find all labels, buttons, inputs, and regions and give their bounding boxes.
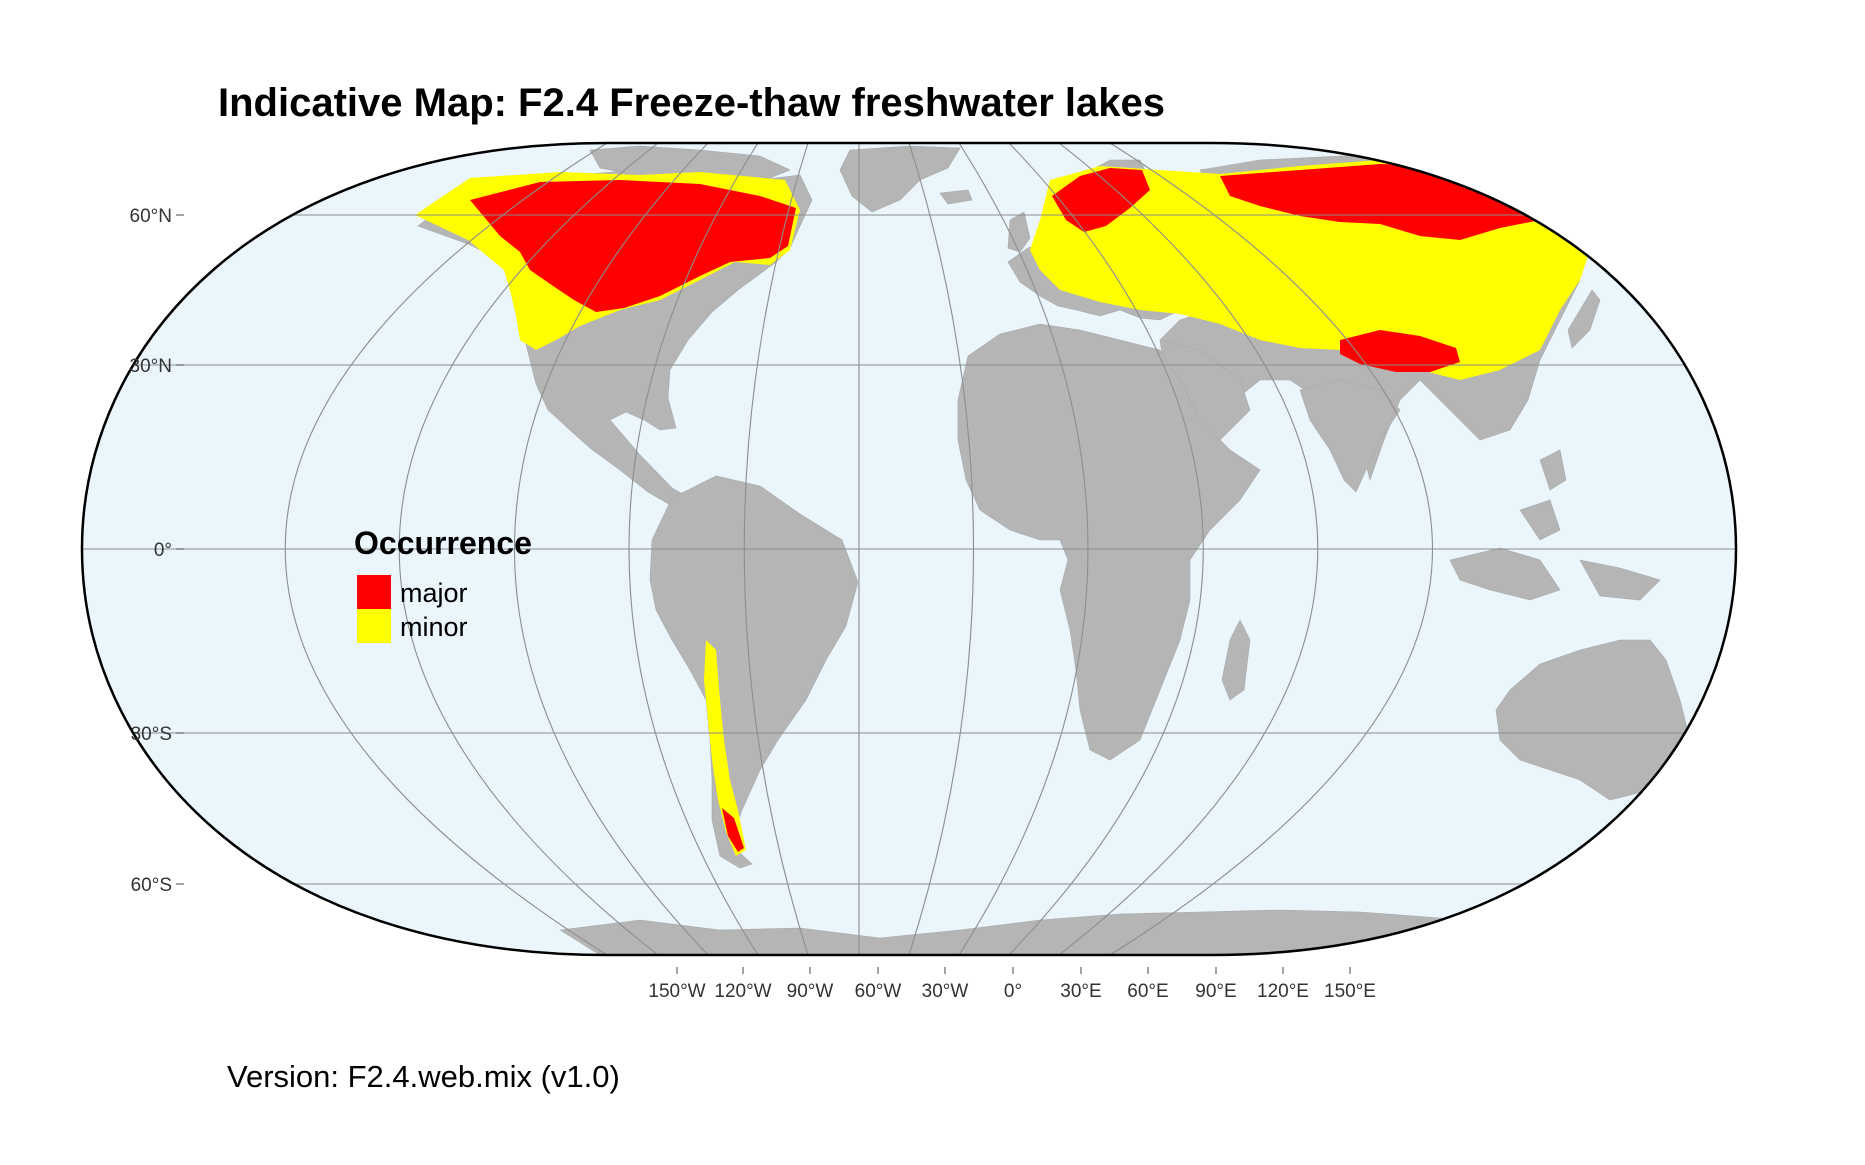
minor-region-andes [704, 640, 746, 856]
lat-tick-label: 60°N [130, 206, 172, 227]
legend-swatch-minor [357, 609, 391, 643]
great-britain [1007, 211, 1031, 253]
major-region-scandinavia [1052, 168, 1150, 232]
lon-tick-label: 30°W [922, 981, 969, 1002]
south-america [649, 475, 859, 869]
meridian-30e [908, 143, 974, 955]
meridian-30w [743, 143, 809, 955]
meridian-60w [628, 143, 759, 955]
greenland [839, 145, 961, 213]
meridian-60e [958, 143, 1089, 955]
legend-swatch-major [357, 575, 391, 609]
meridian-150e [1109, 143, 1434, 955]
minor-region-new-zealand [1686, 806, 1708, 822]
legend-label-minor: minor [400, 612, 468, 642]
meridian-120w [398, 143, 659, 955]
meridian-120e [1058, 143, 1319, 955]
madagascar [1221, 619, 1251, 701]
lon-tick-label: 90°E [1195, 981, 1236, 1002]
lon-tick-label: 60°W [855, 981, 902, 1002]
lon-tick-label: 150°W [648, 981, 705, 1002]
map-title: Indicative Map: F2.4 Freeze-thaw freshwa… [218, 81, 1165, 125]
lat-tick-label: 0° [154, 540, 172, 561]
major-region-tibet [1340, 330, 1460, 372]
lon-tick-label: 90°W [787, 981, 834, 1002]
lon-tick-label: 30°E [1060, 981, 1101, 1002]
africa [957, 323, 1261, 761]
lon-tick-label: 120°W [714, 981, 771, 1002]
version-label: Version: F2.4.web.mix (v1.0) [227, 1059, 620, 1094]
new-zealand [1699, 769, 1736, 831]
legend: Occurrence major minor [354, 525, 532, 643]
latitude-axis: 60°N 30°N 0° 30°S 60°S [130, 206, 184, 896]
lat-tick-label: 30°S [131, 724, 172, 745]
southeast-asia-islands [1449, 449, 1661, 601]
meridian-90w [513, 143, 709, 955]
map-frame [80, 141, 1738, 957]
india [1299, 379, 1401, 493]
major-region-north-america [470, 180, 796, 312]
legend-label-major: major [400, 578, 468, 608]
lon-tick-label: 0° [1004, 981, 1022, 1002]
lat-tick-label: 30°N [130, 356, 172, 377]
meridian-90e [1008, 143, 1204, 955]
major-region-patagonia [722, 808, 744, 852]
lat-tick-label: 60°S [131, 875, 172, 896]
japan [1567, 289, 1601, 349]
lon-tick-label: 150°E [1324, 981, 1376, 1002]
lon-tick-label: 120°E [1257, 981, 1309, 1002]
lon-tick-label: 60°E [1127, 981, 1168, 1002]
iceland [939, 189, 973, 205]
legend-title: Occurrence [354, 525, 532, 561]
longitude-axis: 150°W 120°W 90°W 60°W 30°W 0° 30°E 60°E … [648, 967, 1376, 1002]
meridian-150w [284, 143, 608, 955]
